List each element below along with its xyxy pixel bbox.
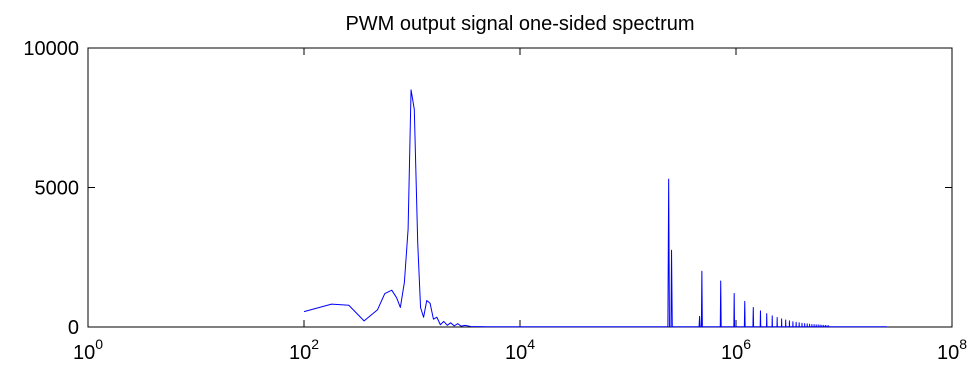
x-tick-label: 104 [505, 336, 535, 364]
x-tick-exponent: 4 [527, 336, 535, 352]
x-tick-exponent: 6 [743, 336, 751, 352]
y-tick-labels: 0 5000 10000 [23, 38, 79, 339]
y-tick-label: 10000 [23, 38, 79, 60]
y-tick-label: 5000 [35, 178, 80, 200]
x-tick-label: 100 [73, 336, 103, 364]
plot-area-frame [87, 47, 953, 328]
x-tick-exponent: 8 [959, 336, 967, 352]
y-tick-label: 0 [68, 317, 79, 339]
x-tick-exponent: 0 [95, 336, 103, 352]
x-tick-label: 102 [289, 336, 319, 364]
x-tick-base: 10 [73, 342, 95, 364]
x-tick-label: 108 [937, 336, 967, 364]
x-tick-base: 10 [289, 342, 311, 364]
x-tick-label: 106 [721, 336, 751, 364]
x-tick-base: 10 [721, 342, 743, 364]
series-group [303, 89, 887, 328]
x-tick-labels: 100 102 104 106 108 [73, 336, 967, 364]
chart-title: PWM output signal one-sided spectrum [345, 13, 694, 35]
x-tick-base: 10 [937, 342, 959, 364]
x-tick-exponent: 2 [311, 336, 319, 352]
x-tick-base: 10 [505, 342, 527, 364]
spectrum-line [303, 89, 887, 328]
axis-ticks [87, 47, 953, 328]
